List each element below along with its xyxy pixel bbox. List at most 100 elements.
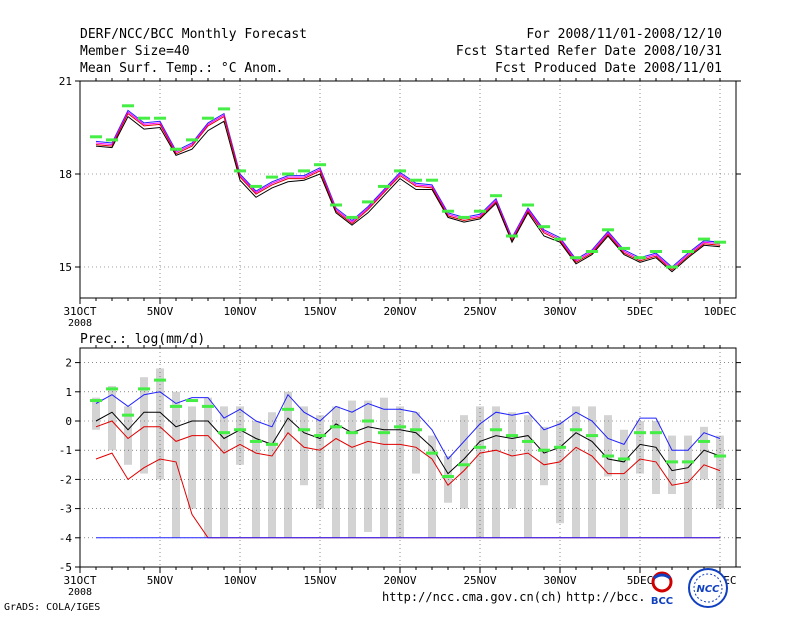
ensemble-mean-mark bbox=[362, 200, 374, 204]
ensemble-mean-mark bbox=[522, 203, 534, 207]
x-tick-label: 20NOV bbox=[383, 574, 416, 587]
range-bar bbox=[156, 368, 164, 480]
ensemble-mean-mark bbox=[666, 460, 678, 464]
range-bar bbox=[572, 406, 580, 538]
ensemble-mean-mark bbox=[202, 404, 214, 408]
series-line-red bbox=[95, 420, 721, 486]
range-bar bbox=[508, 412, 516, 509]
ensemble-mean-mark bbox=[554, 237, 566, 241]
x-tick-label: 30NOV bbox=[543, 305, 576, 318]
ensemble-mean-mark bbox=[346, 431, 358, 435]
x-tick-label: 31OCT bbox=[63, 574, 96, 587]
ensemble-mean-mark bbox=[586, 434, 598, 438]
precip-axis-title: Prec.: log(mm/d) bbox=[80, 332, 205, 347]
ensemble-mean-mark bbox=[330, 425, 342, 429]
ensemble-mean-mark bbox=[122, 104, 134, 108]
ensemble-mean-mark bbox=[426, 451, 438, 455]
x-tick-label: 10NOV bbox=[223, 305, 256, 318]
ensemble-mean-mark bbox=[170, 404, 182, 408]
ncc-url-link[interactable]: http://ncc.cma.gov.cn(ch) bbox=[382, 590, 563, 604]
range-bar bbox=[540, 426, 548, 486]
y-tick-label: 2 bbox=[65, 357, 72, 370]
ensemble-mean-mark bbox=[122, 413, 134, 417]
ensemble-mean-mark bbox=[90, 399, 102, 403]
ensemble-mean-mark bbox=[170, 147, 182, 151]
bcc-logo-text: BCC bbox=[651, 596, 673, 607]
plot-frame bbox=[79, 80, 737, 299]
bcc-url-link[interactable]: http://bcc. bbox=[566, 590, 646, 604]
series-line-black bbox=[95, 411, 721, 475]
ensemble-mean-mark bbox=[650, 250, 662, 253]
y-tick-label: 0 bbox=[65, 415, 72, 428]
bcc-logo: BCC bbox=[651, 571, 673, 607]
plot-frame bbox=[79, 347, 737, 568]
ensemble-mean-mark bbox=[154, 378, 166, 382]
range-bar bbox=[220, 406, 228, 538]
ensemble-mean-mark bbox=[346, 215, 358, 219]
ensemble-mean-mark bbox=[234, 169, 246, 173]
range-bar bbox=[492, 406, 500, 538]
ensemble-mean-mark bbox=[586, 250, 598, 253]
x-tick-label: 25NOV bbox=[463, 574, 496, 587]
range-bar bbox=[172, 391, 180, 538]
ensemble-mean-mark bbox=[250, 439, 262, 443]
ensemble-mean-mark bbox=[378, 184, 390, 188]
ensemble-mean-mark bbox=[538, 225, 550, 229]
ensemble-mean-mark bbox=[474, 209, 486, 213]
variable-label: Mean Surf. Temp.: °C Anom. bbox=[80, 61, 284, 76]
ensemble-mean-mark bbox=[218, 431, 230, 435]
y-tick-label: -4 bbox=[59, 532, 73, 545]
ensemble-mean-mark bbox=[666, 265, 678, 269]
ensemble-mean-mark bbox=[714, 454, 726, 458]
range-bar bbox=[236, 406, 244, 465]
range-bar bbox=[332, 406, 340, 538]
ensemble-mean-mark bbox=[394, 169, 406, 173]
ensemble-mean-mark bbox=[90, 135, 102, 139]
range-bar bbox=[124, 406, 132, 465]
range-bar bbox=[92, 397, 100, 430]
forecast-produced-date: Fcst Produced Date 2008/11/01 bbox=[495, 61, 722, 76]
range-bar bbox=[620, 429, 628, 538]
y-tick-label: -3 bbox=[59, 503, 72, 516]
y-tick-label: 18 bbox=[59, 168, 72, 181]
forecast-start-date: Fcst Started Refer Date 2008/10/31 bbox=[455, 44, 722, 59]
ensemble-mean-mark bbox=[298, 169, 310, 173]
ensemble-mean-mark bbox=[282, 407, 294, 411]
ensemble-mean-mark bbox=[202, 116, 214, 120]
range-bar bbox=[684, 435, 692, 538]
range-bar bbox=[284, 391, 292, 538]
ensemble-mean-mark bbox=[106, 138, 118, 142]
range-bar bbox=[108, 385, 116, 451]
ensemble-mean-mark bbox=[106, 387, 118, 391]
range-bar bbox=[412, 412, 420, 474]
range-bar bbox=[140, 377, 148, 474]
ensemble-mean-mark bbox=[698, 237, 710, 241]
ensemble-mean-mark bbox=[682, 250, 694, 253]
ensemble-mean-mark bbox=[298, 428, 310, 432]
ensemble-mean-mark bbox=[378, 431, 390, 435]
ensemble-mean-mark bbox=[186, 399, 198, 403]
series-line-blue bbox=[95, 391, 721, 460]
ensemble-mean-mark bbox=[570, 428, 582, 432]
ensemble-mean-mark bbox=[282, 172, 294, 176]
ensemble-mean-mark bbox=[618, 457, 630, 461]
x-tick-label: 5NOV bbox=[147, 305, 174, 318]
y-tick-label: 21 bbox=[59, 75, 72, 88]
ensemble-mean-mark bbox=[362, 419, 374, 423]
range-bar bbox=[700, 426, 708, 480]
ensemble-mean-mark bbox=[490, 194, 502, 198]
ensemble-mean-mark bbox=[426, 178, 438, 182]
x-tick-label: 20NOV bbox=[383, 305, 416, 318]
ensemble-mean-mark bbox=[154, 116, 166, 120]
ensemble-mean-mark bbox=[698, 439, 710, 443]
ensemble-mean-mark bbox=[138, 116, 150, 120]
x-year-label: 2008 bbox=[68, 587, 92, 598]
range-bar bbox=[268, 412, 276, 538]
y-tick-label: -5 bbox=[59, 561, 72, 574]
series-line-magenta bbox=[95, 111, 721, 270]
x-tick-label: 10DEC bbox=[703, 305, 736, 318]
ensemble-mean-mark bbox=[394, 425, 406, 429]
range-bar bbox=[588, 406, 596, 538]
ensemble-mean-mark bbox=[250, 184, 262, 188]
